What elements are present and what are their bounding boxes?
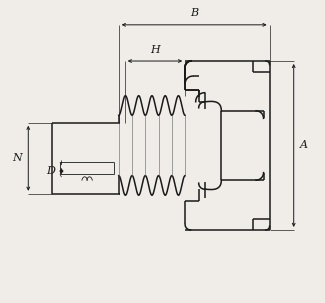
Text: N: N [12, 153, 22, 163]
Text: D: D [46, 166, 56, 176]
Text: B: B [190, 8, 198, 18]
Text: H: H [150, 45, 160, 55]
Text: A: A [300, 141, 308, 151]
